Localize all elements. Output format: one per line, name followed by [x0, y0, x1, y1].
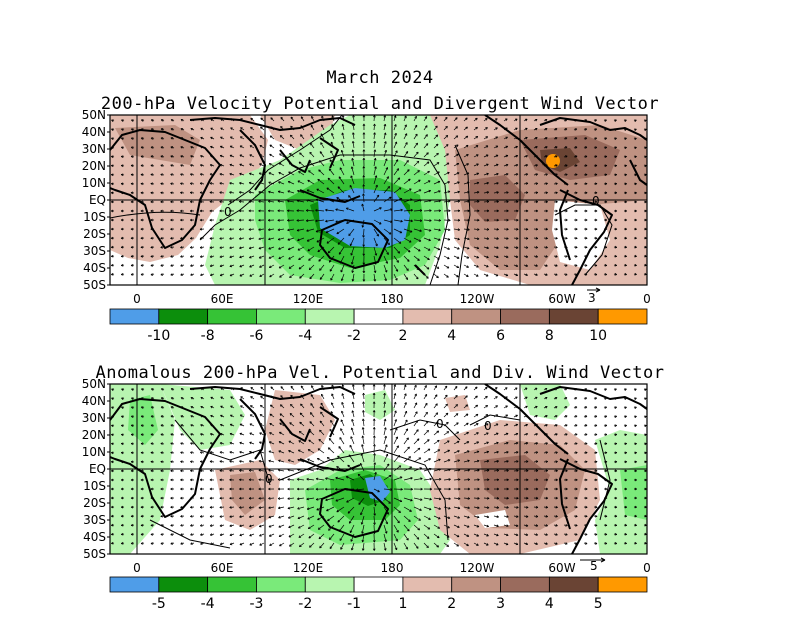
colorbar-label: 4 [447, 328, 456, 344]
colorbar-swatch [402, 576, 453, 593]
panel1-contours [110, 115, 613, 285]
colorbar-label: -8 [201, 328, 215, 344]
colorbar-swatch [158, 308, 209, 325]
lat-tick-label: 20S [83, 227, 106, 241]
lat-tick-label: 10S [83, 210, 106, 224]
lon-tick-label: 60W [548, 292, 575, 306]
panel1-title: 200-hPa Velocity Potential and Divergent… [100, 94, 660, 114]
reference-vector-label: 5 [590, 559, 598, 573]
lat-tick-label: 50S [83, 547, 106, 561]
colorbar-label: 5 [594, 596, 603, 612]
contour-label: 0 [224, 205, 232, 219]
lat-tick-label: 40S [83, 530, 106, 544]
colorbar-swatch [500, 308, 550, 325]
lat-tick-label: 40S [83, 261, 106, 275]
lat-tick-label: 50S [83, 278, 106, 292]
colorbar-label: 3 [496, 596, 505, 612]
lon-tick-label: 180 [381, 561, 404, 575]
colorbar-swatch [353, 576, 404, 593]
colorbar-swatch [451, 308, 501, 325]
lon-tick-label: 60W [548, 561, 575, 575]
lat-tick-label: 20S [83, 496, 106, 510]
lat-tick-label: 10N [82, 176, 106, 190]
colorbar-swatch [597, 308, 648, 325]
lat-tick-label: 30S [83, 244, 106, 258]
lon-tick-label: 0 [643, 561, 651, 575]
lat-tick-label: 50N [82, 377, 106, 391]
lon-tick-label: 120E [293, 561, 324, 575]
lon-tick-label: 60E [211, 292, 234, 306]
colorbar-label: -4 [201, 596, 215, 612]
lat-tick-label: 20N [82, 428, 106, 442]
colorbar-swatch [304, 308, 355, 325]
lat-tick-label: 10N [82, 445, 106, 459]
colorbar-label: -5 [152, 596, 166, 612]
lat-tick-label: 40N [82, 125, 106, 139]
lon-tick-label: 0 [133, 561, 141, 575]
colorbar-label: -10 [147, 328, 170, 344]
colorbar-swatch [353, 308, 404, 325]
colorbar-label: -2 [347, 328, 361, 344]
colorbar-label: 8 [545, 328, 554, 344]
contour-label: 0 [484, 419, 492, 433]
lat-tick-label: EQ [89, 193, 106, 207]
colorbar-label: -4 [298, 328, 312, 344]
panel2-grid [110, 384, 647, 554]
reference-vector-1: 3 [587, 287, 601, 305]
colorbar-swatch [158, 576, 209, 593]
lat-tick-label: 10S [83, 479, 106, 493]
lon-tick-label: 120E [293, 292, 324, 306]
reference-vector-label: 3 [588, 291, 596, 305]
lat-tick-label: 40N [82, 394, 106, 408]
lat-tick-label: 30S [83, 513, 106, 527]
panel1-grid [110, 115, 647, 285]
colorbar-swatch [256, 576, 306, 593]
colorbar-label: -1 [347, 596, 361, 612]
colorbar-swatch [109, 308, 160, 325]
colorbar-label: 10 [589, 328, 607, 344]
lat-tick-label: 20N [82, 159, 106, 173]
colorbar-swatch [500, 576, 550, 593]
lat-tick-label: 30N [82, 411, 106, 425]
colorbars: -10 -8 -6 -4 -2 2 4 6 8 10 -5 -4 -3 -2 -1 1 2 3 4 5 [109, 308, 648, 612]
lon-tick-label: 120W [460, 292, 495, 306]
colorbar-label: 2 [447, 596, 456, 612]
colorbar-swatch [402, 308, 453, 325]
colorbar-label: 2 [398, 328, 407, 344]
lon-tick-label: 0 [133, 292, 141, 306]
colorbar-label: -2 [298, 596, 312, 612]
reference-vector-2: 5 [580, 557, 606, 573]
colorbar-label: 1 [398, 596, 407, 612]
colorbar-swatch [548, 308, 599, 325]
colorbar-label: -3 [249, 596, 263, 612]
colorbar-swatch [548, 576, 599, 593]
lat-tick-label: EQ [89, 462, 106, 476]
panel1-map: 0 0 [109, 114, 648, 286]
colorbar-swatch [207, 308, 257, 325]
contour-label: 0 [436, 417, 444, 431]
colorbar-label: -6 [249, 328, 263, 344]
colorbar-swatch [451, 576, 501, 593]
colorbar-swatch [207, 576, 257, 593]
colorbar-swatch [109, 576, 160, 593]
colorbar-label: 4 [545, 596, 554, 612]
lon-tick-label: 120W [460, 561, 495, 575]
main-title: March 2024 [326, 68, 434, 88]
colorbar-swatch [597, 576, 648, 593]
lat-tick-label: 30N [82, 142, 106, 156]
lon-tick-label: 60E [211, 561, 234, 575]
lon-tick-label: 180 [381, 292, 404, 306]
lon-tick-label: 0 [643, 292, 651, 306]
colorbar-swatch [256, 308, 306, 325]
axis-labels: 50N 40N 30N 20N 10N EQ 10S 20S 30S 40S 50S 0 60E 120E… [82, 108, 651, 575]
panel2-map: 0 0 0 [109, 383, 648, 555]
lat-tick-label: 50N [82, 108, 106, 122]
divergent-wind-vectors [110, 115, 647, 551]
colorbar-swatch [304, 576, 355, 593]
colorbar-label: 6 [496, 328, 505, 344]
panel2-title: Anomalous 200-hPa Vel. Potential and Div… [95, 363, 665, 383]
